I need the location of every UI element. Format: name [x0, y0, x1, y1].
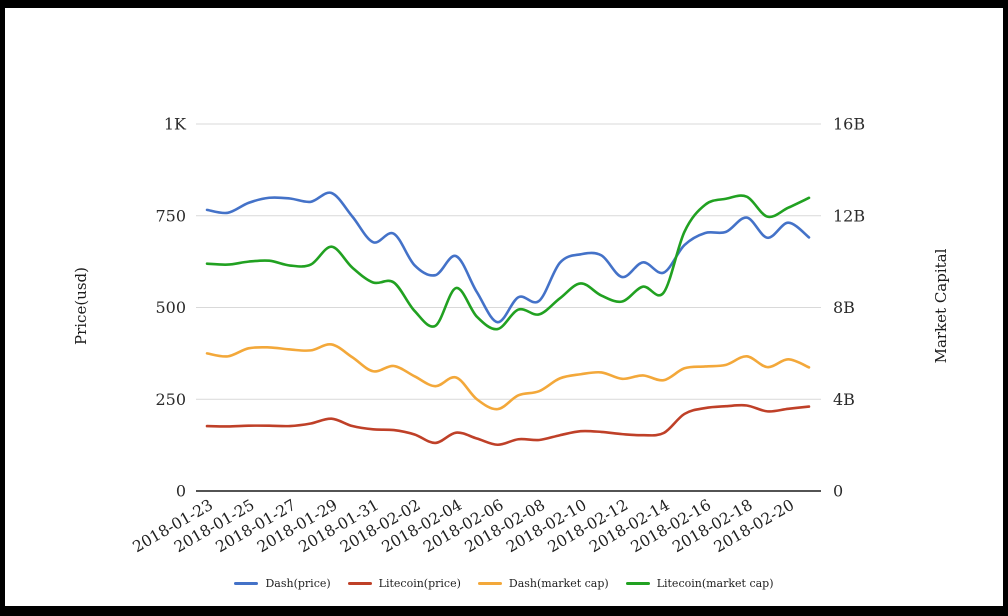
legend: Dash(price) Litecoin(price) Dash(market ca… [0, 573, 1008, 593]
legend-item[interactable]: Litecoin(market cap) [625, 576, 774, 590]
legend-swatch-icon [625, 581, 650, 585]
legend-label: Dash(market cap) [508, 576, 609, 590]
y-tick-label-left: 1K [164, 115, 187, 134]
series-line-dash-price [205, 191, 811, 324]
right-axis-title: Market Capital [932, 248, 950, 364]
y-tick-label-left: 750 [155, 206, 186, 225]
legend-item[interactable]: Litecoin(price) [347, 576, 461, 590]
y-tick-label-right: 12B [833, 206, 865, 225]
legend-label: Litecoin(market cap) [656, 576, 774, 590]
legend-label: Dash(price) [265, 576, 331, 590]
y-tick-label-left: 500 [155, 298, 186, 317]
y-tick-label-left: 250 [155, 390, 186, 409]
y-tick-label-right: 16B [833, 115, 865, 134]
y-tick-label-right: 0 [833, 482, 843, 501]
series-line-litecoin-price [205, 403, 811, 447]
legend-swatch-icon [347, 581, 372, 585]
legend-label: Litecoin(price) [378, 576, 461, 590]
y-tick-label-right: 4B [833, 390, 855, 409]
y-tick-label-left: 0 [176, 482, 186, 501]
legend-item[interactable]: Dash(price) [234, 576, 331, 590]
legend-item[interactable]: Dash(market cap) [477, 576, 609, 590]
left-axis-title: Price(usd) [72, 266, 90, 346]
legend-swatch-icon [477, 581, 502, 585]
series-line-dash-market-cap [205, 343, 811, 411]
legend-swatch-icon [234, 581, 259, 585]
y-tick-label-right: 8B [833, 298, 855, 317]
series-line-litecoin-market-cap [205, 194, 811, 331]
